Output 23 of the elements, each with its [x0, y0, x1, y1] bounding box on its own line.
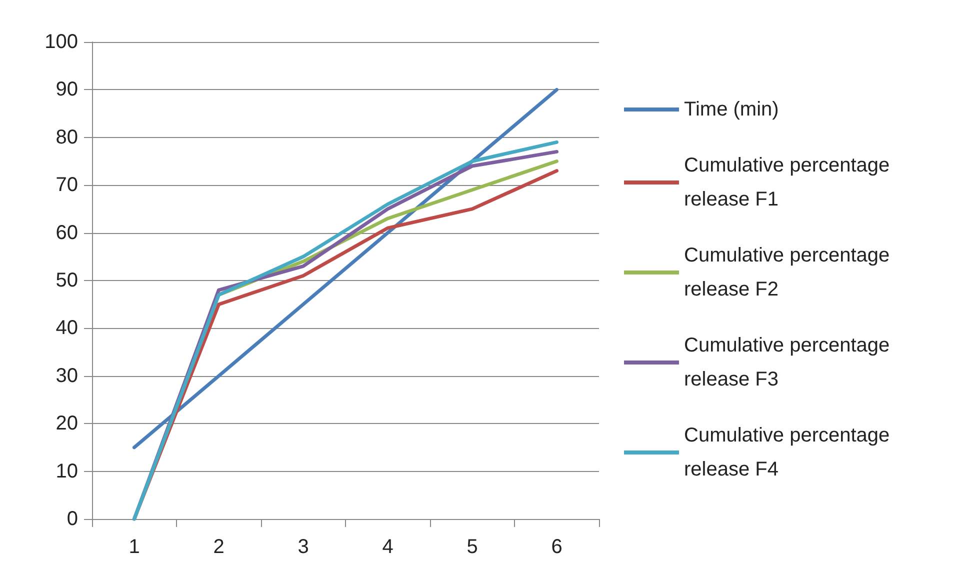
- line-series: [132, 88, 558, 450]
- y-tick-label: 100: [44, 31, 78, 53]
- y-tick-label: 60: [56, 222, 78, 244]
- y-tick-label: 70: [56, 174, 78, 196]
- legend-label: Cumulative percentage release F2: [684, 244, 896, 300]
- x-tick-label: 1: [128, 536, 140, 558]
- y-tick-label: 50: [56, 270, 78, 292]
- y-tick-label: 30: [56, 364, 78, 387]
- x-tick-label: 6: [551, 536, 562, 558]
- legend-label: Cumulative percentage release F3: [684, 334, 896, 390]
- y-tick-label: 0: [66, 508, 78, 530]
- y-tick-label: 40: [56, 317, 78, 340]
- y-tick-label: 90: [56, 78, 78, 101]
- x-tick-label: 5: [466, 536, 478, 558]
- x-tick-label: 2: [213, 536, 224, 558]
- legend-label: Cumulative percentage release F4: [684, 424, 896, 480]
- x-tick-label: 3: [298, 536, 309, 558]
- legend-label: Time (min): [684, 98, 779, 120]
- y-tick-label: 10: [56, 460, 78, 482]
- x-tick-label: 4: [382, 536, 394, 558]
- legend-label: Cumulative percentage release F1: [684, 154, 896, 210]
- y-tick-label: 20: [56, 412, 78, 435]
- y-tick-label: 80: [56, 126, 78, 148]
